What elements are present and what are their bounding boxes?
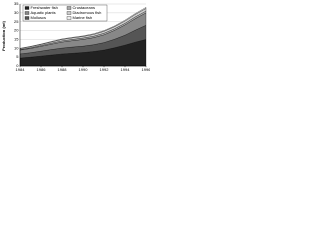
y-tick-label: 35: [14, 1, 19, 6]
x-tick-label: 1994: [121, 67, 131, 72]
legend-swatch: [24, 6, 30, 10]
legend-label: Freshwater fish: [31, 5, 58, 10]
legend-label: Marine fish: [73, 15, 93, 20]
y-tick-label: 25: [14, 19, 19, 24]
legend-box: [22, 4, 108, 22]
page: {"chart_data": {"type": "stacked-area", …: [0, 0, 150, 76]
legend-swatch: [24, 11, 30, 15]
y-tick-label: 20: [14, 28, 19, 33]
legend-swatch: [66, 11, 72, 15]
x-tick-label: 1988: [58, 67, 68, 72]
legend-swatch: [24, 16, 30, 20]
x-tick-label: 1984: [16, 67, 26, 72]
x-tick-label: 1992: [100, 67, 110, 72]
legend-label: Crustaceans: [73, 5, 95, 10]
chart: Production (mt) 0 5 10 15 20 25 30 35 1984 1986 19…: [0, 0, 150, 76]
legend-swatch: [66, 6, 72, 10]
legend-label: Molluscs: [31, 15, 47, 20]
y-tick-label: 30: [14, 10, 19, 15]
legend-label: Diadromous fish: [73, 10, 102, 15]
x-tick-label: 1990: [79, 67, 89, 72]
x-tick-label: 1996: [142, 67, 150, 72]
area: [19, 7, 147, 49]
y-tick-label: 0: [16, 63, 19, 68]
x-tick-label: 1986: [37, 67, 47, 72]
legend-label: Aquatic plants: [31, 10, 56, 15]
y-tick-label: 5: [16, 54, 19, 59]
legend: Freshwater fish Crustaceans Aquatic plants…: [22, 4, 108, 22]
y-tick-label: 10: [14, 45, 19, 50]
y-tick-label: 15: [14, 36, 19, 41]
legend-swatch: [66, 16, 72, 20]
y-axis-label: Production (mt): [1, 20, 6, 50]
